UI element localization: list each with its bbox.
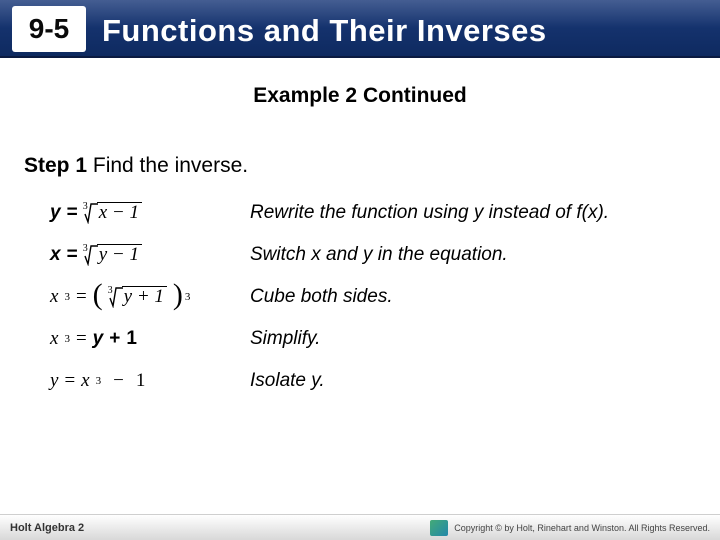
root-index: 3 bbox=[83, 201, 88, 212]
step-label: Step 1 Find the inverse. bbox=[24, 154, 692, 178]
exp-3: 3 bbox=[64, 333, 70, 345]
slide: 9-5 Functions and Their Inverses Example… bbox=[0, 0, 720, 540]
exp-3: 3 bbox=[96, 375, 102, 387]
step-text: Find the inverse. bbox=[87, 154, 248, 177]
section-badge: 9-5 bbox=[12, 6, 86, 52]
work-grid: y = 3 x − 1 Rewrite the function using y… bbox=[50, 202, 692, 392]
radicand: x − 1 bbox=[97, 202, 142, 224]
const-1: 1 bbox=[136, 370, 146, 392]
math-row-2: x = 3 y − 1 bbox=[50, 244, 250, 266]
explanation-2: Switch x and y in the equation. bbox=[250, 244, 692, 266]
explanation-3: Cube both sides. bbox=[250, 286, 692, 308]
step-number: Step 1 bbox=[24, 154, 87, 177]
var-y: y bbox=[93, 328, 104, 350]
slide-header: 9-5 Functions and Their Inverses bbox=[0, 0, 720, 58]
radicand: y + 1 bbox=[122, 286, 167, 308]
cube-root-icon: 3 x − 1 bbox=[84, 202, 142, 224]
op-eq: = bbox=[76, 328, 87, 350]
book-title: Holt Algebra 2 bbox=[10, 522, 84, 534]
math-row-5: y = x3 − 1 bbox=[50, 370, 250, 392]
copyright-text: Copyright © by Holt, Rinehart and Winsto… bbox=[454, 523, 710, 533]
op-minus: − bbox=[113, 370, 124, 392]
exp-3: 3 bbox=[185, 291, 191, 303]
explanation-5: Isolate y. bbox=[250, 370, 692, 392]
root-index: 3 bbox=[83, 243, 88, 254]
lparen-icon: ( bbox=[93, 286, 103, 304]
cube-root-icon: 3 y + 1 bbox=[109, 286, 167, 308]
op-eq: = bbox=[76, 286, 87, 308]
op-eq: = bbox=[67, 202, 78, 224]
example-heading: Example 2 Continued bbox=[0, 84, 720, 108]
var-x: x bbox=[50, 328, 58, 350]
explanation-1: Rewrite the function using y instead of … bbox=[250, 202, 692, 224]
rparen-icon: ) bbox=[173, 286, 183, 304]
op-eq: = bbox=[64, 370, 75, 392]
op-eq: = bbox=[67, 244, 78, 266]
cube-root-icon: 3 y − 1 bbox=[84, 244, 142, 266]
math-row-3: x3 = ( 3 y + 1 )3 bbox=[50, 286, 250, 308]
math-row-4: x3 = y + 1 bbox=[50, 328, 250, 350]
var-x: x bbox=[81, 370, 89, 392]
radicand: y − 1 bbox=[97, 244, 142, 266]
root-index: 3 bbox=[108, 285, 113, 296]
slide-title: Functions and Their Inverses bbox=[102, 6, 710, 56]
exp-3: 3 bbox=[64, 291, 70, 303]
var-y: y bbox=[50, 370, 58, 392]
slide-footer: Holt Algebra 2 Copyright © by Holt, Rine… bbox=[0, 514, 720, 540]
var-y: y bbox=[50, 202, 61, 224]
var-x: x bbox=[50, 244, 61, 266]
explanation-4: Simplify. bbox=[250, 328, 692, 350]
copyright-block: Copyright © by Holt, Rinehart and Winsto… bbox=[430, 520, 710, 536]
content-area: Step 1 Find the inverse. y = 3 x − 1 Rew… bbox=[0, 108, 720, 392]
math-row-1: y = 3 x − 1 bbox=[50, 202, 250, 224]
op-plus: + bbox=[109, 328, 120, 350]
const-1: 1 bbox=[126, 328, 137, 350]
var-x: x bbox=[50, 286, 58, 308]
publisher-logo-icon bbox=[430, 520, 448, 536]
